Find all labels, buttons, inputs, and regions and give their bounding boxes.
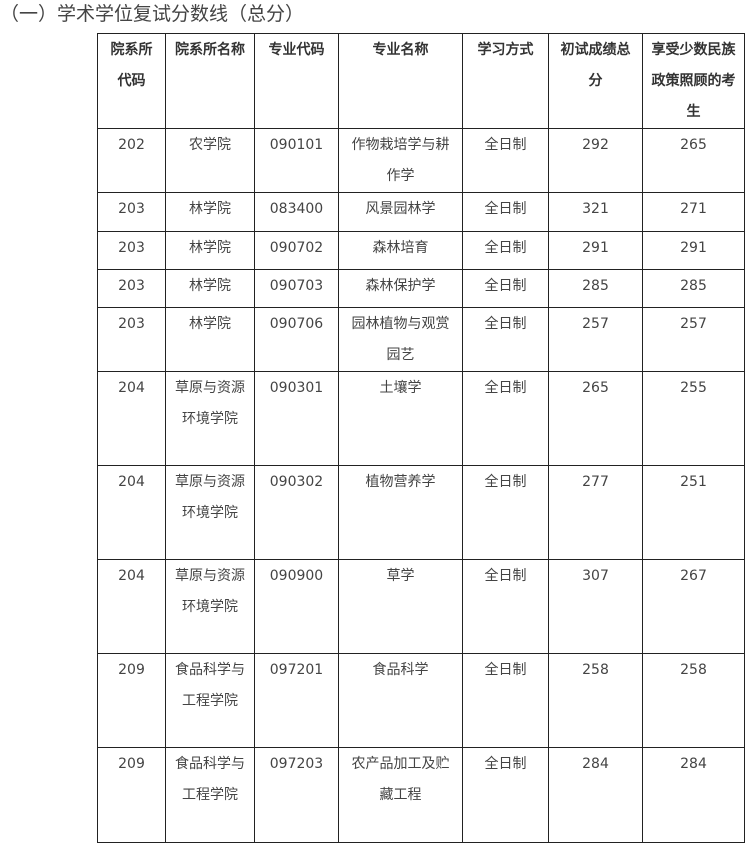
cell-minority-score: 291 xyxy=(642,231,745,270)
cell-study-mode: 全日制 xyxy=(462,559,549,654)
table-row: 204 草原与资源环境学院 090900 草学 全日制 307 267 xyxy=(97,559,745,654)
cell-dept-code: 203 xyxy=(97,231,166,270)
cell-study-mode: 全日制 xyxy=(462,465,549,560)
cell-dept-name: 林学院 xyxy=(165,231,255,270)
cell-major-code: 090703 xyxy=(254,269,339,308)
cell-major-name: 农产品加工及贮藏工程 xyxy=(338,747,463,843)
cell-study-mode: 全日制 xyxy=(462,269,549,308)
cell-minority-score: 265 xyxy=(642,128,745,193)
cell-minority-score: 267 xyxy=(642,559,745,654)
cell-major-code: 090900 xyxy=(254,559,339,654)
cell-major-name: 土壤学 xyxy=(338,371,463,466)
cell-dept-name: 林学院 xyxy=(165,269,255,308)
table-row: 204 草原与资源环境学院 090301 土壤学 全日制 265 255 xyxy=(97,371,745,466)
cell-dept-name: 草原与资源环境学院 xyxy=(165,465,255,560)
cell-minority-score: 284 xyxy=(642,747,745,843)
cell-major-code: 097203 xyxy=(254,747,339,843)
cell-total-score: 257 xyxy=(548,307,643,372)
cell-dept-code: 209 xyxy=(97,747,166,843)
cell-major-name: 园林植物与观赏园艺 xyxy=(338,307,463,372)
cell-study-mode: 全日制 xyxy=(462,307,549,372)
cell-major-name: 食品科学 xyxy=(338,653,463,748)
cell-dept-name: 林学院 xyxy=(165,307,255,372)
cell-minority-score: 271 xyxy=(642,192,745,232)
cell-study-mode: 全日制 xyxy=(462,371,549,466)
header-major-name: 专业名称 xyxy=(338,33,463,129)
table-row: 204 草原与资源环境学院 090302 植物营养学 全日制 277 251 xyxy=(97,465,745,560)
cell-total-score: 307 xyxy=(548,559,643,654)
cell-dept-name: 食品科学与工程学院 xyxy=(165,653,255,748)
cell-dept-code: 204 xyxy=(97,465,166,560)
cell-major-code: 090302 xyxy=(254,465,339,560)
cell-total-score: 258 xyxy=(548,653,643,748)
cell-dept-code: 204 xyxy=(97,371,166,466)
cell-total-score: 265 xyxy=(548,371,643,466)
cell-total-score: 292 xyxy=(548,128,643,193)
cell-minority-score: 257 xyxy=(642,307,745,372)
cell-dept-name: 草原与资源环境学院 xyxy=(165,559,255,654)
header-dept-code: 院系所代码 xyxy=(97,33,166,129)
header-major-code: 专业代码 xyxy=(254,33,339,129)
cell-major-name: 草学 xyxy=(338,559,463,654)
cell-major-name: 作物栽培学与耕作学 xyxy=(338,128,463,193)
header-study-mode: 学习方式 xyxy=(462,33,549,129)
cell-dept-name: 林学院 xyxy=(165,192,255,232)
cell-minority-score: 255 xyxy=(642,371,745,466)
cell-major-code: 090702 xyxy=(254,231,339,270)
cell-dept-name: 草原与资源环境学院 xyxy=(165,371,255,466)
cell-major-name: 风景园林学 xyxy=(338,192,463,232)
table-row: 203 林学院 083400 风景园林学 全日制 321 271 xyxy=(97,192,745,232)
table-row: 209 食品科学与工程学院 097203 农产品加工及贮藏工程 全日制 284 284 xyxy=(97,747,745,843)
cell-major-code: 097201 xyxy=(254,653,339,748)
cell-study-mode: 全日制 xyxy=(462,653,549,748)
table-row: 203 林学院 090702 森林培育 全日制 291 291 xyxy=(97,231,745,270)
table-row: 203 林学院 090706 园林植物与观赏园艺 全日制 257 257 xyxy=(97,307,745,372)
cell-dept-name: 农学院 xyxy=(165,128,255,193)
cell-total-score: 284 xyxy=(548,747,643,843)
cell-major-name: 森林保护学 xyxy=(338,269,463,308)
cell-dept-code: 203 xyxy=(97,192,166,232)
table-row: 203 林学院 090703 森林保护学 全日制 285 285 xyxy=(97,269,745,308)
cell-dept-code: 204 xyxy=(97,559,166,654)
cell-study-mode: 全日制 xyxy=(462,231,549,270)
cell-major-code: 083400 xyxy=(254,192,339,232)
cell-total-score: 277 xyxy=(548,465,643,560)
cell-dept-code: 203 xyxy=(97,307,166,372)
score-table: 院系所代码 院系所名称 专业代码 专业名称 学习方式 初试成绩总分 享受少数民族… xyxy=(97,33,745,843)
table-row: 209 食品科学与工程学院 097201 食品科学 全日制 258 258 xyxy=(97,653,745,748)
cell-dept-code: 203 xyxy=(97,269,166,308)
header-dept-name: 院系所名称 xyxy=(165,33,255,129)
cell-total-score: 285 xyxy=(548,269,643,308)
section-title: （一）学术学位复试分数线（总分） xyxy=(0,3,305,25)
cell-major-name: 植物营养学 xyxy=(338,465,463,560)
header-row: 院系所代码 院系所名称 专业代码 专业名称 学习方式 初试成绩总分 享受少数民族… xyxy=(97,33,745,129)
header-minority-score: 享受少数民族政策照顾的考生 xyxy=(642,33,745,129)
cell-major-name: 森林培育 xyxy=(338,231,463,270)
cell-total-score: 291 xyxy=(548,231,643,270)
cell-study-mode: 全日制 xyxy=(462,747,549,843)
cell-minority-score: 285 xyxy=(642,269,745,308)
cell-dept-code: 209 xyxy=(97,653,166,748)
cell-study-mode: 全日制 xyxy=(462,128,549,193)
cell-major-code: 090301 xyxy=(254,371,339,466)
cell-minority-score: 251 xyxy=(642,465,745,560)
cell-total-score: 321 xyxy=(548,192,643,232)
cell-major-code: 090706 xyxy=(254,307,339,372)
header-total-score: 初试成绩总分 xyxy=(548,33,643,129)
cell-study-mode: 全日制 xyxy=(462,192,549,232)
cell-dept-code: 202 xyxy=(97,128,166,193)
table-row: 202 农学院 090101 作物栽培学与耕作学 全日制 292 265 xyxy=(97,128,745,193)
cell-major-code: 090101 xyxy=(254,128,339,193)
cell-dept-name: 食品科学与工程学院 xyxy=(165,747,255,843)
cell-minority-score: 258 xyxy=(642,653,745,748)
